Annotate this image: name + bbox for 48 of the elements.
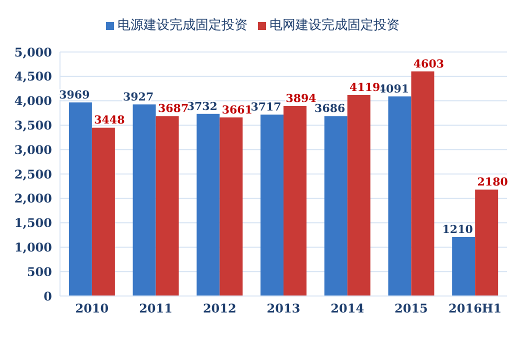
data-label: 3717 [250,100,282,114]
data-label: 3969 [59,88,90,102]
bar [156,116,179,296]
data-label: 3448 [94,114,126,127]
data-label: 3927 [122,90,154,104]
data-label: 4119 [350,80,380,94]
bar [132,104,156,296]
y-tick-label: 5,000 [14,45,52,60]
bar [92,128,115,296]
bar [324,116,348,296]
bar [411,71,434,296]
data-label: 3732 [186,100,218,113]
y-tick-label: 1,000 [14,240,52,254]
x-tick-label: 2015 [394,302,428,316]
y-tick-label: 1,500 [14,216,52,230]
x-tick-label: 2012 [202,302,236,316]
x-tick-label: 2011 [139,302,172,316]
y-tick-label: 2,500 [14,167,52,182]
x-tick-label: 2010 [75,302,109,316]
y-tick-label: 500 [26,264,52,279]
bar [347,94,370,296]
bar [220,117,243,296]
bar [260,114,284,296]
bar [196,114,220,296]
bar [388,96,412,296]
x-tick-label: 2014 [330,302,364,316]
legend-label: 电源建设完成固定投资 [118,18,248,33]
bar [475,190,498,296]
data-label: 3894 [286,92,317,105]
x-tick-label: 2016H1 [448,302,502,316]
data-label: 3661 [222,103,252,116]
y-tick-label: 0 [44,289,52,304]
bar [284,106,307,296]
bar [68,102,92,296]
y-tick-label: 2,000 [14,192,52,206]
y-tick-label: 4,000 [14,94,52,108]
y-tick-label: 4,500 [14,70,52,84]
data-label: 3687 [158,102,189,116]
data-label: 2180 [477,176,508,189]
y-tick-label: 3,500 [14,118,52,132]
legend-label: 电网建设完成固定投资 [270,18,400,33]
bar [452,236,476,296]
data-label: 3686 [314,102,346,116]
x-tick-label: 2013 [266,302,300,316]
y-tick-label: 3,000 [14,142,52,157]
data-label: 4603 [413,57,444,70]
data-label: 1210 [442,222,474,236]
data-label: 4091 [378,82,410,96]
